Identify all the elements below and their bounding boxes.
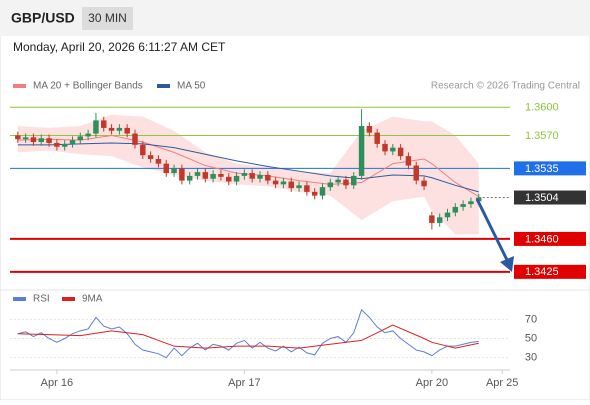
interval[interactable]: 30 MIN: [88, 11, 127, 25]
y-tick-label: 30: [525, 352, 537, 364]
candle-body: [93, 120, 99, 134]
level-label: 1.3600: [525, 102, 559, 114]
candle-body: [351, 175, 357, 186]
y-tick-label: 70: [525, 313, 537, 325]
level-label-box: [514, 264, 586, 279]
candle-body: [460, 204, 466, 207]
candle-body: [202, 172, 209, 179]
legend-label: 9MA: [82, 294, 103, 305]
level-label: 1.3460: [525, 233, 559, 245]
symbol: GBP/USD: [11, 10, 75, 26]
candle-body: [444, 212, 451, 218]
candle-body: [218, 174, 224, 177]
level-label: 1.3425: [525, 266, 559, 278]
x-tick-label: Apr 16: [41, 377, 73, 389]
candle-body: [397, 147, 404, 157]
candle-body: [413, 165, 419, 181]
candle-body: [335, 179, 341, 183]
arrow-head: [500, 256, 514, 272]
candle-body: [85, 133, 91, 137]
candle-body: [194, 172, 201, 176]
level-label: 1.3535: [525, 163, 559, 175]
candle-body: [366, 126, 373, 133]
level-label-box: [514, 190, 586, 205]
legend-label: MA 20 + Bollinger Bands: [33, 81, 143, 92]
candle-body: [358, 126, 365, 176]
candle-body: [452, 206, 459, 213]
candle-body: [124, 127, 130, 134]
candle-body: [77, 136, 84, 141]
candle-body: [226, 176, 232, 182]
y-tick-label: 50: [525, 332, 537, 344]
level-label-box: [514, 231, 586, 246]
candle-body: [147, 155, 154, 159]
candle-body: [296, 185, 302, 189]
candle-body: [280, 181, 287, 185]
candle-body: [390, 147, 396, 152]
timestamp: Monday, April 20, 2026 6:11:27 AM CET: [13, 40, 226, 54]
x-tick-label: Apr 17: [228, 377, 260, 389]
candle-body: [311, 191, 318, 196]
candle-body: [210, 174, 216, 179]
candle-body: [233, 175, 240, 182]
arrow-shaft: [475, 198, 510, 263]
candle-body: [421, 180, 427, 187]
candle-body: [304, 185, 310, 192]
candle-body: [108, 127, 115, 131]
legend-label: MA 50: [177, 81, 206, 92]
candle-body: [22, 137, 29, 140]
candle-body: [132, 133, 138, 145]
candle-body: [38, 138, 44, 143]
indicator-line: [17, 308, 479, 359]
candle-body: [155, 158, 162, 164]
candle-body: [140, 144, 146, 156]
candle-body: [30, 137, 37, 143]
candle-body: [382, 143, 388, 152]
candle-body: [241, 173, 248, 176]
candle-body: [249, 173, 255, 179]
candle-body: [265, 174, 271, 181]
candle-body: [405, 156, 412, 166]
candle-body: [54, 142, 60, 147]
candle-body: [374, 132, 380, 144]
candle-body: [179, 168, 185, 181]
candle-body: [69, 140, 76, 144]
candle-body: [327, 182, 334, 188]
indicator-line: [17, 324, 479, 349]
candle-body: [101, 120, 107, 128]
candle-body: [288, 181, 294, 189]
level-label: 1.3504: [525, 192, 559, 204]
candle-body: [46, 138, 52, 143]
candle-body: [163, 163, 169, 174]
ma-line: [17, 142, 479, 193]
candle-body: [272, 180, 279, 185]
rsi-panel: RSI 9MA 30 50 70: [10, 294, 537, 364]
candle-body: [468, 201, 474, 205]
level-label-box: [514, 161, 586, 176]
x-tick-label: Apr 25: [486, 377, 518, 389]
forecast-arrow: [475, 198, 514, 272]
source: Research © 2026 Trading Central: [431, 81, 580, 92]
candle-body: [61, 143, 68, 147]
interval-box[interactable]: [82, 7, 133, 30]
candle-body: [319, 187, 326, 196]
candle-body: [436, 217, 443, 223]
candle-body: [257, 174, 263, 179]
level-label: 1.3570: [525, 130, 559, 142]
price-panel: MA 20 + Bollinger Bands MA 50 1.3600 1.3570…: [10, 81, 586, 389]
candle-body: [15, 135, 21, 140]
legend-label: RSI: [33, 294, 50, 305]
candle-body: [171, 168, 177, 174]
candle-body: [186, 175, 193, 181]
candle-body: [343, 179, 349, 186]
candle-body: [116, 127, 123, 131]
x-tick-label: Apr 20: [416, 377, 448, 389]
candle-body: [429, 215, 435, 223]
